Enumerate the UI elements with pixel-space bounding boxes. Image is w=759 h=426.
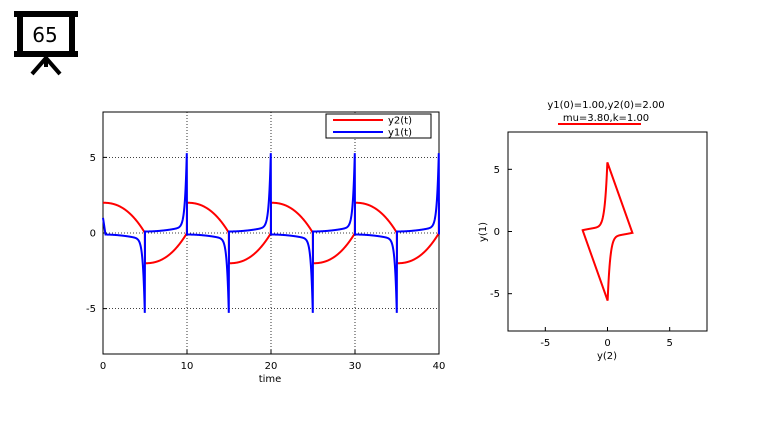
y-tick-label: 0 [90, 229, 96, 240]
phase-ticks: -5 0 5 -5 0 5 [490, 165, 673, 349]
phase-y-tick-label: 0 [494, 227, 500, 238]
phase-x-tick-label: -5 [540, 338, 550, 349]
y-tick-label: -5 [86, 304, 96, 315]
legend-box [325, 113, 432, 139]
phase-y-tick-label: 5 [494, 165, 500, 176]
x-axis-label-time: time [259, 374, 282, 385]
phase-title: y1(0)=1.00,y2(0)=2.00 [547, 100, 664, 111]
x-tick-label: 10 [181, 361, 194, 372]
phase-x-tick-label: 0 [604, 338, 610, 349]
phase-portrait-chart: y1(0)=1.00,y2(0)=2.00 mu=3.80,k=1.00 -5 0… [478, 100, 708, 362]
presentation-board-icon [14, 11, 78, 76]
phase-y-axis-label: y(1) [478, 222, 489, 242]
y-tick-label: 5 [90, 153, 96, 164]
phase-x-tick-label: 5 [667, 338, 673, 349]
legend: y2(t) y1(t) [325, 113, 432, 139]
x-tick-label: 40 [433, 361, 446, 372]
phase-x-axis-label: y(2) [597, 351, 617, 362]
x-tick-label: 0 [100, 361, 106, 372]
phase-subtitle: mu=3.80,k=1.00 [563, 113, 649, 124]
time-series-chart: 0 10 20 30 40 -5 0 5 time y2(t) y1(t) [86, 111, 445, 385]
legend-label-y2: y2(t) [388, 116, 412, 127]
phase-curve [581, 162, 634, 301]
legend-label-y1: y1(t) [388, 128, 412, 139]
slide-number: 65 [32, 23, 58, 47]
phase-plot-area [507, 131, 708, 332]
phase-y-tick-label: -5 [490, 289, 500, 300]
x-tick-label: 30 [349, 361, 362, 372]
series-line-y1 [102, 153, 440, 313]
time-series-ticks: 0 10 20 30 40 -5 0 5 [86, 153, 445, 372]
x-tick-label: 20 [265, 361, 278, 372]
